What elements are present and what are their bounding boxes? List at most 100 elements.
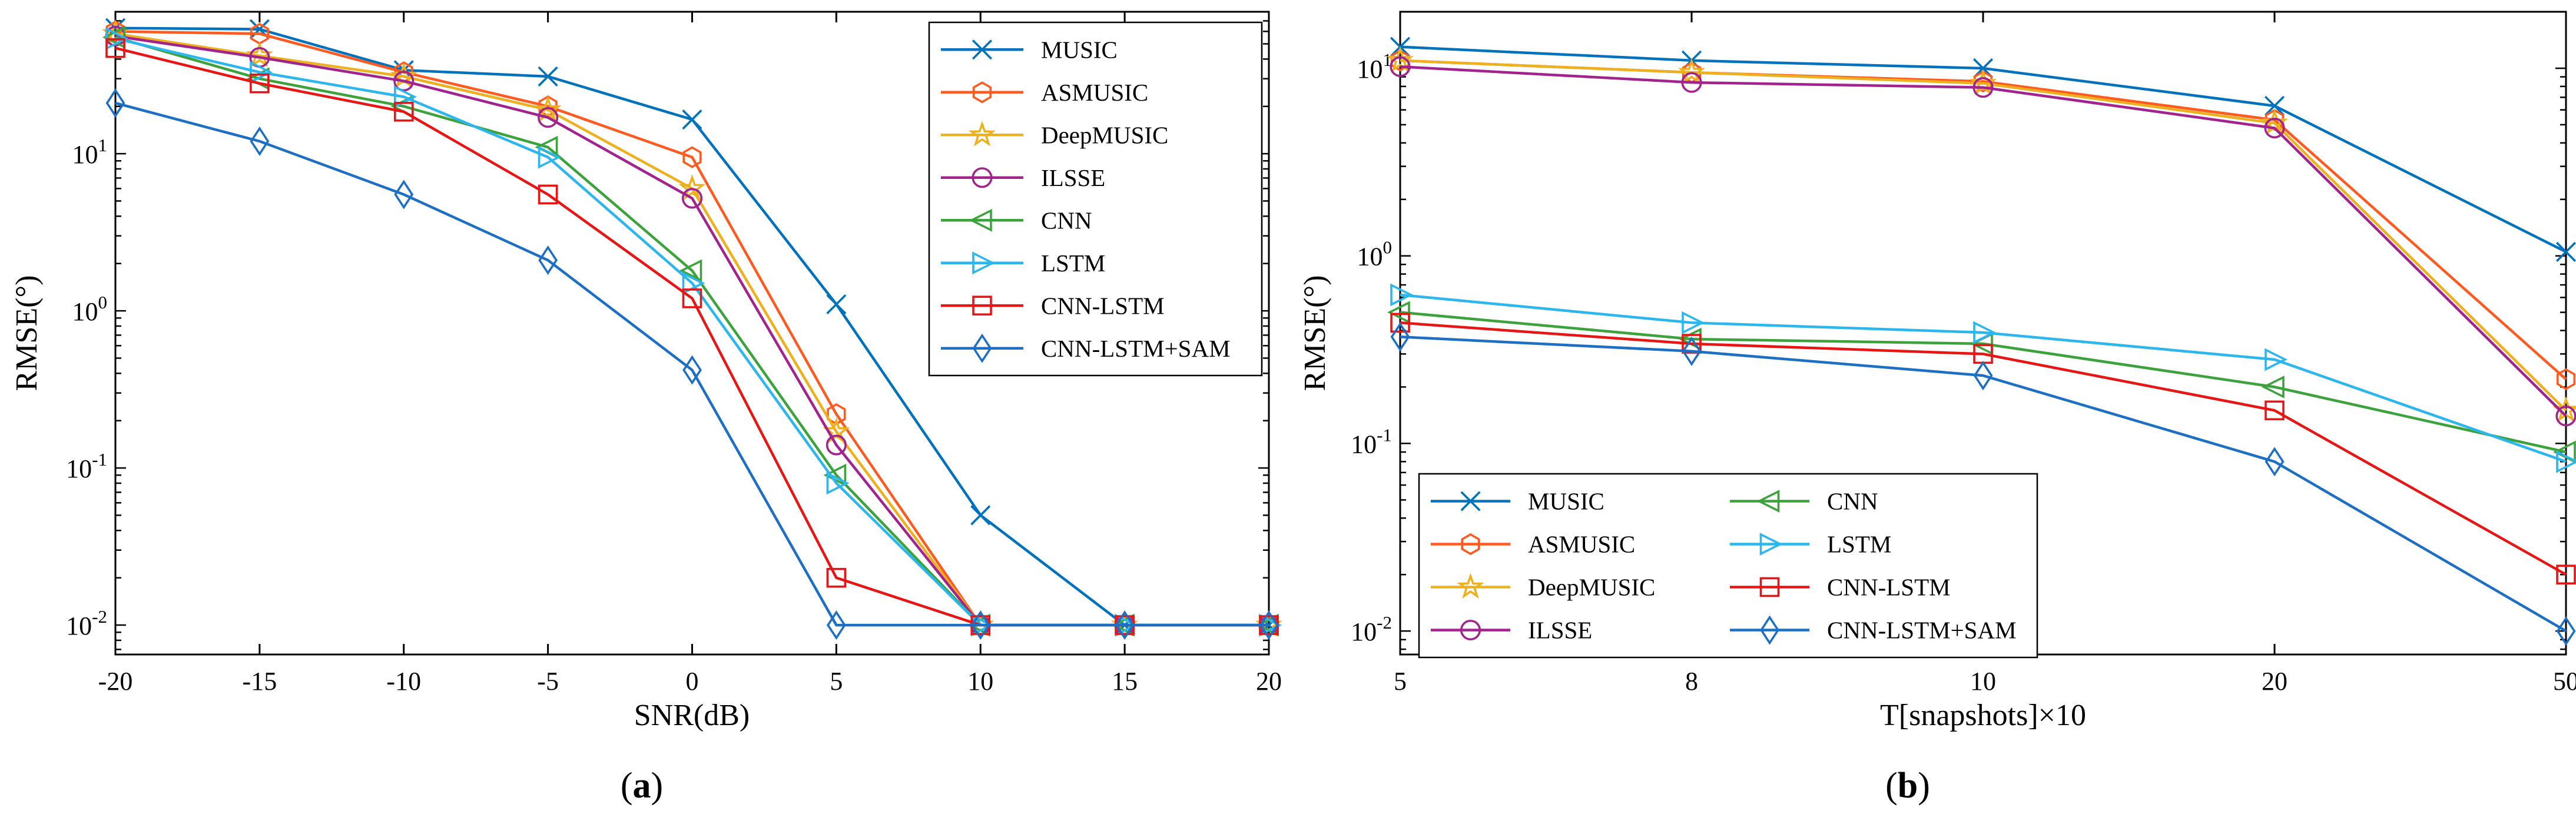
x-axis-label: SNR(dB) — [634, 699, 750, 732]
series-cnn-lstm-sam — [1390, 322, 2576, 646]
y-tick-label: 10-1 — [66, 449, 107, 483]
data-point — [682, 271, 705, 295]
legend-label: LSTM — [1041, 250, 1105, 277]
data-point — [1386, 46, 1414, 72]
data-point — [682, 355, 702, 385]
series-music — [105, 18, 1279, 636]
data-point — [2556, 616, 2576, 646]
x-tick-label: 50 — [2553, 667, 2576, 696]
data-point — [2556, 450, 2576, 473]
legend-box — [1418, 473, 2038, 659]
y-axis-label: RMSE(°) — [10, 275, 44, 391]
legend-label: DeepMUSIC — [1041, 121, 1168, 148]
data-point — [393, 85, 417, 108]
legend-item: CNN — [941, 207, 1092, 234]
legend-label: CNN — [1827, 488, 1878, 515]
legend-item: DeepMUSIC — [941, 121, 1168, 148]
legend-label: CNN-LSTM — [1827, 574, 1951, 601]
series-line — [1400, 59, 2567, 411]
legend-label: CNN-LSTM — [1041, 292, 1165, 319]
legend-marker — [972, 81, 992, 104]
data-point — [2265, 400, 2285, 421]
x-tick-label: 15 — [1112, 667, 1138, 696]
x-tick-label: 10 — [967, 667, 993, 696]
data-point — [679, 259, 702, 283]
legend-marker — [1457, 573, 1484, 599]
data-point — [1390, 313, 1410, 333]
data-point — [105, 38, 125, 58]
series-line — [1400, 311, 2567, 454]
x-tick-label: -5 — [537, 667, 559, 696]
y-tick-label: 101 — [1357, 49, 1393, 84]
y-tick-label: 10-1 — [1351, 424, 1392, 458]
data-point — [105, 88, 125, 118]
panel-b: 5 8 10 20 50 10-2 10-1 100 101 T[snapshots]×10 RMS… — [1298, 11, 2576, 806]
data-point — [1390, 283, 1414, 307]
data-point — [825, 434, 847, 456]
legend-label: LSTM — [1827, 531, 1891, 558]
legend-marker — [1760, 615, 1779, 645]
y-tick-label: 10-2 — [66, 606, 107, 640]
data-point — [1972, 77, 1994, 98]
legend-marker — [1460, 619, 1481, 641]
legend-marker — [972, 333, 992, 363]
data-point — [105, 20, 125, 42]
legend-item: ASMUSIC — [941, 79, 1148, 106]
x-tick-label: 20 — [1256, 667, 1282, 696]
x-tick-label: -10 — [386, 667, 421, 696]
data-point — [250, 126, 270, 156]
x-axis-label: T[snapshots]×10 — [1880, 699, 2086, 732]
legend-marker — [1460, 491, 1481, 511]
legend-marker — [972, 39, 993, 60]
data-point — [1973, 70, 1993, 92]
data-point — [1115, 610, 1135, 640]
legend-label: ILSSE — [1041, 164, 1105, 191]
legend-item: CNN — [1730, 488, 1878, 515]
data-point — [538, 184, 558, 205]
x-tick-label: 5 — [1394, 667, 1407, 696]
data-point — [826, 471, 850, 495]
legend-item: CNN-LSTM — [1730, 574, 1951, 601]
data-point — [538, 66, 558, 87]
data-point — [2556, 368, 2576, 390]
series-lstm — [1390, 283, 2576, 473]
legend-label: CNN — [1041, 207, 1092, 234]
x-tick-label: 10 — [1970, 667, 1996, 696]
y-tick-label: 100 — [72, 292, 108, 326]
series-cnn-lstm-sam — [105, 88, 1279, 640]
data-point — [1390, 322, 1410, 352]
legend-marker — [972, 295, 992, 316]
legend: MUSIC ASMUSIC DeepMUSIC ILSSE CNN LSTM CNN-LST… — [1418, 473, 2038, 659]
data-point — [1681, 72, 1702, 93]
series-line — [1400, 293, 2567, 463]
x-tick-label: 8 — [1685, 667, 1698, 696]
legend: MUSIC ASMUSIC DeepMUSIC ILSSE CNN LSTM CNN-LST… — [928, 21, 1263, 377]
data-point — [1390, 56, 1411, 77]
data-point — [393, 71, 415, 92]
legend-marker — [1756, 490, 1780, 513]
data-point — [2265, 348, 2288, 371]
legend-label: ILSSE — [1528, 617, 1592, 644]
data-point — [970, 610, 990, 640]
data-point — [2265, 447, 2285, 477]
data-point — [250, 73, 270, 94]
legend-item: DeepMUSIC — [1431, 573, 1655, 601]
data-point — [826, 610, 846, 640]
series-line — [1400, 65, 2567, 417]
data-point — [393, 101, 414, 122]
y-tick-label: 10-2 — [1351, 612, 1392, 646]
data-point — [1387, 301, 1410, 324]
legend-item: LSTM — [941, 250, 1105, 277]
data-point — [2264, 95, 2285, 116]
x-tick-label: 5 — [830, 667, 843, 696]
data-point — [2556, 564, 2576, 585]
data-point — [538, 245, 558, 275]
panel-a: -20 -15 -10 -5 0 5 10 15 20 10-2 10-1 100 101 SNR(dB)… — [10, 11, 1283, 806]
data-point — [1973, 321, 1997, 344]
series-line — [1400, 321, 2567, 576]
data-point — [2555, 241, 2576, 262]
series-ilsse — [1390, 56, 2576, 427]
legend-item: CNN-LSTM+SAM — [941, 333, 1231, 363]
data-point — [1677, 58, 1706, 84]
